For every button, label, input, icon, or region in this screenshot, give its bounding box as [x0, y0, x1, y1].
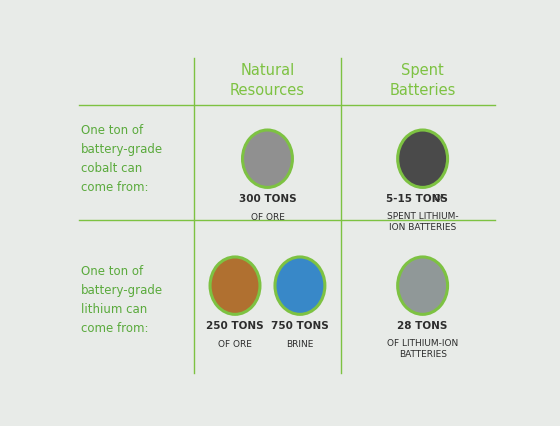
Ellipse shape	[275, 257, 325, 314]
Ellipse shape	[242, 130, 292, 187]
Text: OF ORE: OF ORE	[250, 213, 284, 222]
Text: OF ORE: OF ORE	[218, 340, 252, 349]
Text: 300 TONS: 300 TONS	[239, 194, 296, 204]
Text: Natural
Resources: Natural Resources	[230, 63, 305, 98]
Text: One ton of
battery-grade
cobalt can
come from:: One ton of battery-grade cobalt can come…	[81, 124, 163, 194]
Text: 750 TONS: 750 TONS	[271, 321, 329, 331]
Text: OF: OF	[433, 194, 446, 203]
Text: OF LITHIUM-ION
BATTERIES: OF LITHIUM-ION BATTERIES	[387, 339, 458, 359]
Ellipse shape	[210, 257, 260, 314]
Text: 28 TONS: 28 TONS	[398, 321, 448, 331]
Text: BRINE: BRINE	[286, 340, 314, 349]
Text: SPENT LITHIUM-
ION BATTERIES: SPENT LITHIUM- ION BATTERIES	[387, 212, 459, 232]
Text: One ton of
battery-grade
lithium can
come from:: One ton of battery-grade lithium can com…	[81, 265, 163, 335]
Text: Spent
Batteries: Spent Batteries	[389, 63, 456, 98]
Text: 5-15 TONS: 5-15 TONS	[386, 194, 447, 204]
Ellipse shape	[398, 130, 447, 187]
Ellipse shape	[398, 257, 447, 314]
Text: 250 TONS: 250 TONS	[206, 321, 264, 331]
